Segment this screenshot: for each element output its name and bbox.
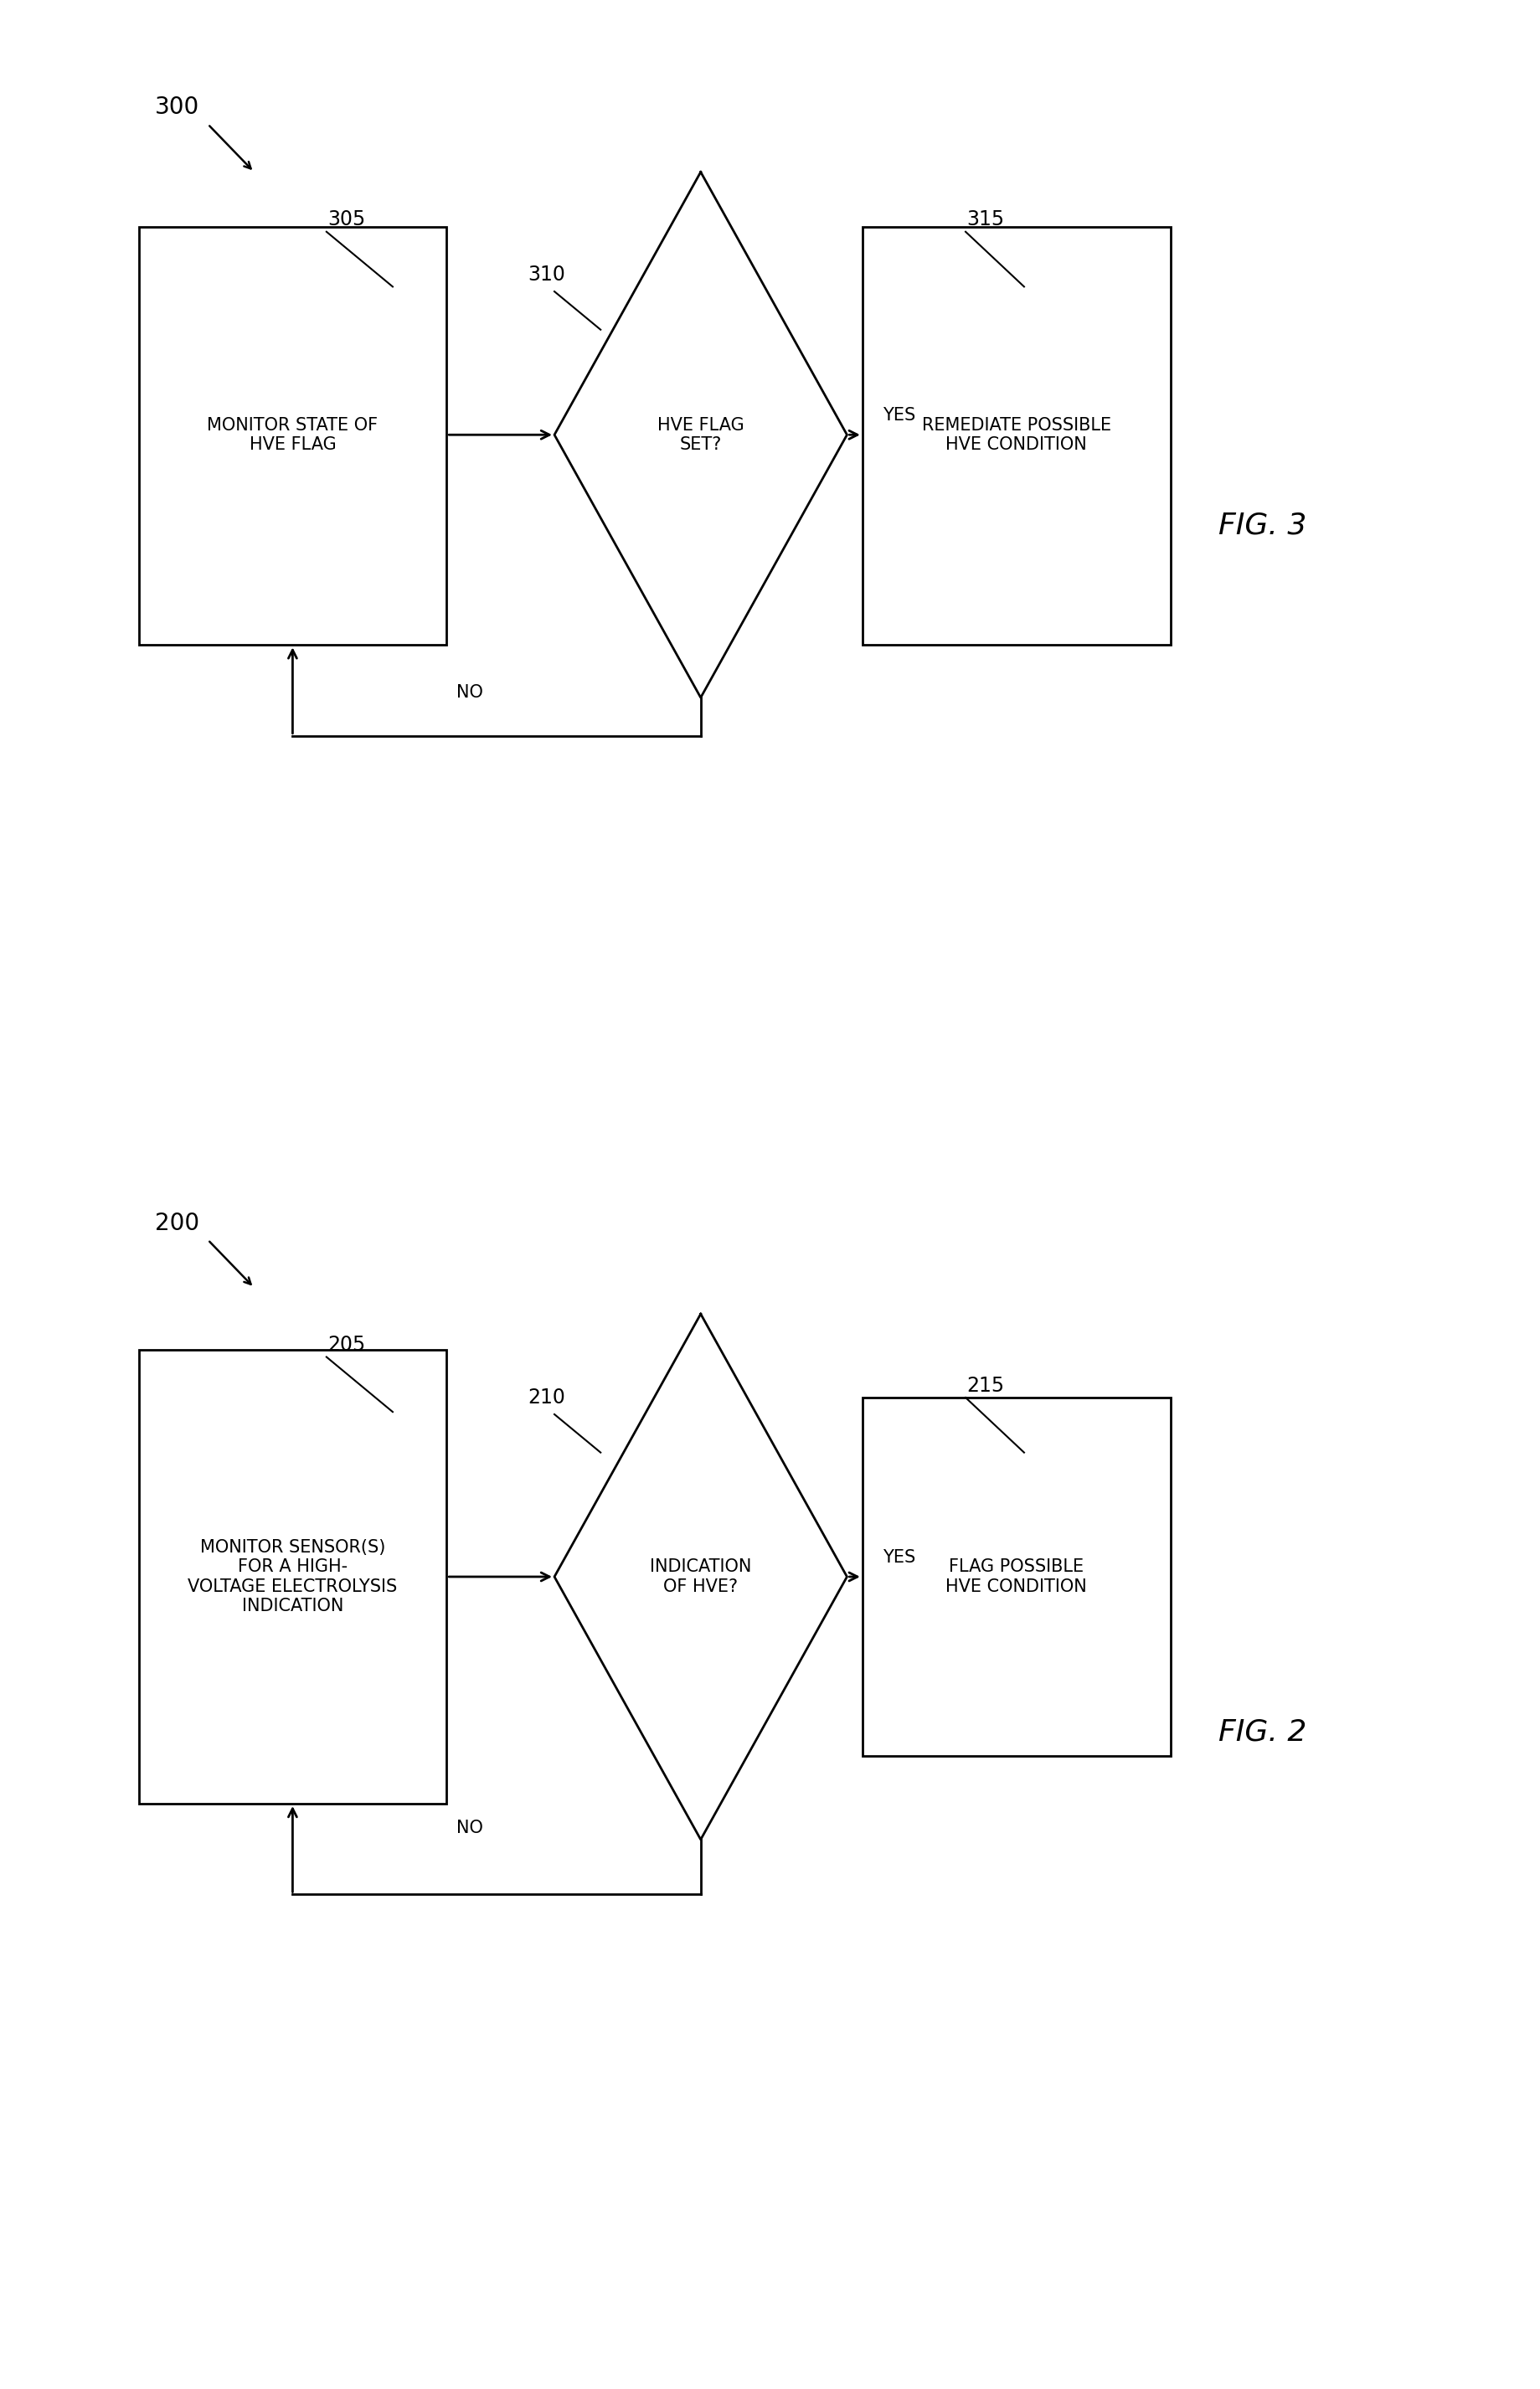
Text: INDICATION
OF HVE?: INDICATION OF HVE? xyxy=(650,1558,752,1596)
Text: MONITOR SENSOR(S)
FOR A HIGH-
VOLTAGE ELECTROLYSIS
INDICATION: MONITOR SENSOR(S) FOR A HIGH- VOLTAGE EL… xyxy=(188,1539,397,1615)
Text: FIG. 3: FIG. 3 xyxy=(1218,511,1307,540)
Text: 300: 300 xyxy=(156,96,199,119)
Text: YES: YES xyxy=(882,406,916,425)
Text: 200: 200 xyxy=(156,1211,199,1235)
Text: HVE FLAG
SET?: HVE FLAG SET? xyxy=(658,416,744,454)
FancyBboxPatch shape xyxy=(862,1398,1170,1756)
Text: REMEDIATE POSSIBLE
HVE CONDITION: REMEDIATE POSSIBLE HVE CONDITION xyxy=(922,416,1110,454)
Text: MONITOR STATE OF
HVE FLAG: MONITOR STATE OF HVE FLAG xyxy=(208,416,377,454)
Text: NO: NO xyxy=(456,1818,484,1837)
Text: 215: 215 xyxy=(967,1376,1004,1395)
Text: 310: 310 xyxy=(528,265,565,284)
FancyBboxPatch shape xyxy=(139,227,447,645)
Text: 315: 315 xyxy=(967,210,1004,229)
Text: FIG. 2: FIG. 2 xyxy=(1218,1718,1307,1746)
Text: 205: 205 xyxy=(328,1335,365,1355)
Text: FLAG POSSIBLE
HVE CONDITION: FLAG POSSIBLE HVE CONDITION xyxy=(946,1558,1087,1596)
Text: 305: 305 xyxy=(328,210,365,229)
Text: NO: NO xyxy=(456,683,484,702)
FancyBboxPatch shape xyxy=(139,1350,447,1804)
Text: YES: YES xyxy=(882,1548,916,1567)
FancyBboxPatch shape xyxy=(862,227,1170,645)
Text: 210: 210 xyxy=(528,1388,565,1407)
